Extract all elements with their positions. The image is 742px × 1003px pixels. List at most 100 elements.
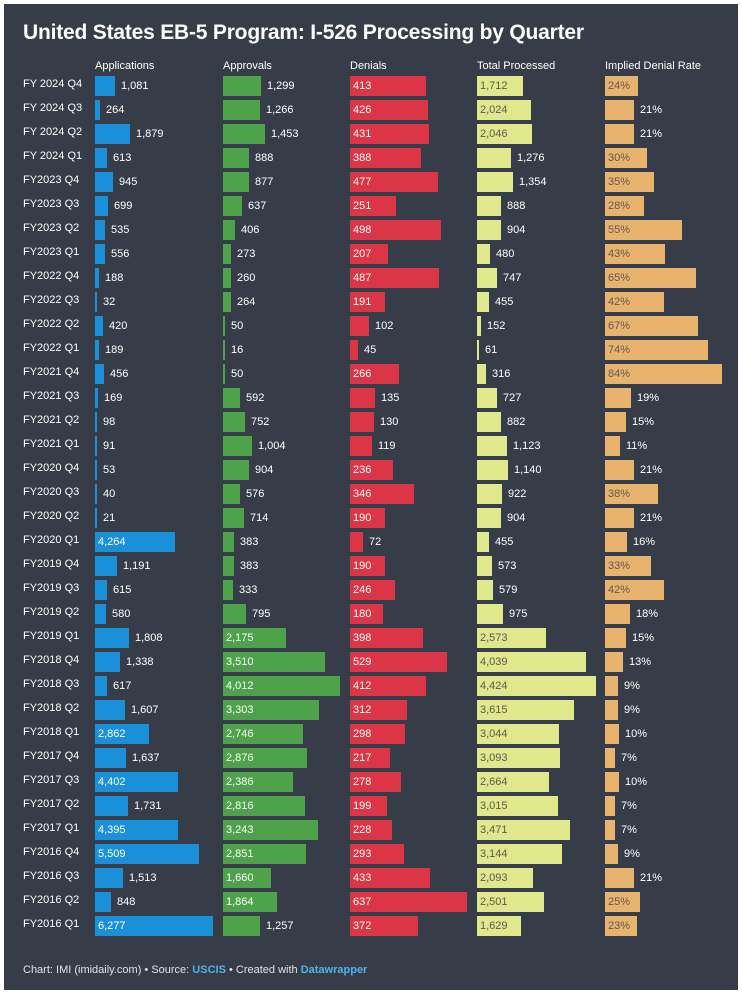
applications-bar: [95, 532, 175, 552]
denial-rate-value: 21%: [640, 464, 663, 476]
row-label: FY2022 Q3: [23, 294, 80, 306]
applications-bar: [95, 388, 98, 408]
approvals-value: 877: [255, 176, 274, 188]
approvals-bar: [223, 436, 252, 456]
denials-bar: [350, 580, 395, 600]
row-label: FY2017 Q2: [23, 798, 80, 810]
row-label: FY2017 Q3: [23, 774, 80, 786]
total-processed-cell: 573: [477, 554, 596, 578]
total-processed-value: 922: [508, 488, 527, 500]
applications-bar: [95, 412, 97, 432]
table-row: FY2019 Q3 615 333 246 579 42%: [4, 578, 738, 602]
total-processed-value: 4,039: [480, 656, 508, 668]
total-processed-cell: 888: [477, 194, 596, 218]
table-row: FY2019 Q4 1,191 383 190 573 33%: [4, 554, 738, 578]
approvals-cell: 795: [223, 602, 340, 626]
denials-bar: [350, 484, 414, 504]
total-processed-bar: [477, 484, 502, 504]
row-label: FY2021 Q1: [23, 438, 80, 450]
denials-value: 413: [353, 80, 372, 92]
table-row: FY2022 Q2 420 50 102 152 67%: [4, 314, 738, 338]
denial-rate-value: 10%: [625, 776, 648, 788]
applications-cell: 98: [95, 410, 213, 434]
approvals-bar: [223, 772, 293, 792]
total-processed-cell: 152: [477, 314, 596, 338]
applications-cell: 456: [95, 362, 213, 386]
table-row: FY2017 Q3 4,402 2,386 278 2,664 10%: [4, 770, 738, 794]
applications-value: 1,808: [135, 632, 163, 644]
total-processed-bar: [477, 724, 559, 744]
applications-bar: [95, 844, 199, 864]
column-header-implied-denial-rate: Implied Denial Rate: [605, 60, 701, 72]
denials-bar: [350, 820, 392, 840]
denial-rate-cell: 30%: [605, 146, 722, 170]
approvals-value: 383: [240, 536, 259, 548]
applications-bar: [95, 700, 125, 720]
denials-bar: [350, 244, 388, 264]
denial-rate-bar: [605, 460, 634, 480]
denial-rate-cell: 42%: [605, 290, 722, 314]
applications-value: 1,513: [129, 872, 157, 884]
total-processed-value: 3,471: [480, 824, 508, 836]
denial-rate-cell: 21%: [605, 98, 722, 122]
total-processed-bar: [477, 76, 523, 96]
total-processed-bar: [477, 436, 507, 456]
approvals-bar: [223, 868, 271, 888]
total-processed-bar: [477, 916, 521, 936]
row-label: FY2021 Q3: [23, 390, 80, 402]
table-row: FY 2024 Q2 1,879 1,453 431 2,046 21%: [4, 122, 738, 146]
total-processed-cell: 3,144: [477, 842, 596, 866]
denials-value: 236: [353, 464, 372, 476]
approvals-cell: 264: [223, 290, 340, 314]
total-processed-bar: [477, 652, 586, 672]
applications-cell: 40: [95, 482, 213, 506]
denials-cell: 293: [350, 842, 467, 866]
approvals-value: 3,510: [226, 656, 254, 668]
source-link[interactable]: USCIS: [192, 964, 226, 976]
denials-value: 298: [353, 728, 372, 740]
applications-cell: 613: [95, 146, 213, 170]
total-processed-value: 904: [507, 224, 526, 236]
applications-bar: [95, 124, 130, 144]
applications-cell: 6,277: [95, 914, 213, 938]
total-processed-bar: [477, 172, 513, 192]
approvals-value: 1,004: [258, 440, 286, 452]
column-header-approvals: Approvals: [223, 60, 272, 72]
denial-rate-cell: 11%: [605, 434, 722, 458]
applications-bar: [95, 796, 128, 816]
denials-bar: [350, 772, 401, 792]
row-label: FY2019 Q2: [23, 606, 80, 618]
footer-credit-text: Chart: IMI (imidaily.com) • Source:: [23, 964, 193, 976]
denials-value: 433: [353, 872, 372, 884]
total-processed-bar: [477, 364, 486, 384]
total-processed-cell: 2,046: [477, 122, 596, 146]
approvals-bar: [223, 844, 306, 864]
denial-rate-value: 65%: [608, 272, 631, 284]
approvals-bar: [223, 148, 249, 168]
approvals-value: 3,243: [226, 824, 254, 836]
denial-rate-value: 84%: [608, 368, 631, 380]
applications-cell: 4,402: [95, 770, 213, 794]
applications-value: 1,607: [131, 704, 159, 716]
denials-bar: [350, 508, 385, 528]
denial-rate-value: 21%: [640, 872, 663, 884]
applications-value: 456: [110, 368, 129, 380]
denials-cell: 372: [350, 914, 467, 938]
denial-rate-cell: 38%: [605, 482, 722, 506]
approvals-bar: [223, 316, 225, 336]
total-processed-cell: 2,093: [477, 866, 596, 890]
datawrapper-link[interactable]: Datawrapper: [300, 964, 368, 976]
denial-rate-bar: [605, 652, 623, 672]
approvals-value: 795: [252, 608, 271, 620]
approvals-cell: 4,012: [223, 674, 340, 698]
applications-cell: 615: [95, 578, 213, 602]
total-processed-cell: 2,664: [477, 770, 596, 794]
denials-value: 498: [353, 224, 372, 236]
applications-cell: 91: [95, 434, 213, 458]
denial-rate-bar: [605, 580, 664, 600]
denials-value: 637: [353, 896, 372, 908]
denial-rate-bar: [605, 100, 634, 120]
denials-cell: 312: [350, 698, 467, 722]
approvals-cell: 260: [223, 266, 340, 290]
total-processed-bar: [477, 340, 479, 360]
